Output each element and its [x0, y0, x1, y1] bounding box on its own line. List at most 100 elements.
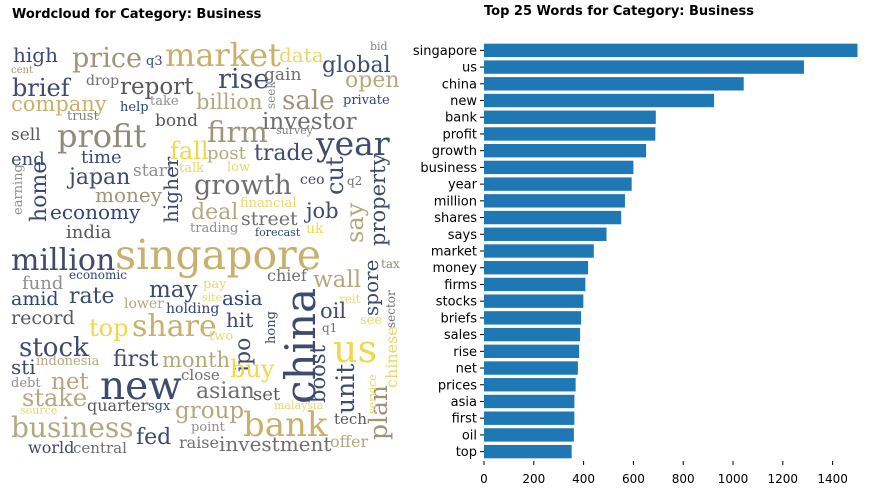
y-tick-label: year — [448, 178, 478, 193]
wordcloud-word: top — [89, 314, 128, 342]
wordcloud-word: lower — [124, 296, 164, 312]
wordcloud-word: wall — [313, 267, 361, 293]
wordcloud-word: drop — [86, 73, 119, 89]
wordcloud-word: oil — [320, 299, 346, 323]
y-tick-label: shares — [434, 211, 477, 226]
y-tick-label: net — [456, 362, 477, 377]
wordcloud-word: property — [366, 154, 390, 246]
wordcloud-word: raise — [179, 433, 219, 452]
wordcloud-word: growth — [194, 170, 292, 201]
wordcloud-word: economy — [50, 200, 141, 224]
wordcloud-word: boost — [306, 344, 330, 403]
wordcloud-word: malaysia — [274, 399, 323, 412]
wordcloud-word: point — [191, 420, 226, 435]
wordcloud-word: chinese — [382, 326, 401, 388]
y-tick-label: profit — [442, 127, 477, 142]
y-tick-label: first — [452, 412, 477, 427]
bar-says — [484, 227, 607, 241]
y-tick-label: singapore — [413, 44, 477, 59]
wordcloud-word: rate — [69, 284, 115, 309]
wordcloud-word: job — [303, 199, 339, 223]
bar-oil — [484, 428, 574, 442]
wordcloud-word: uk — [306, 221, 324, 237]
wordcloud-word: quarter — [87, 396, 149, 415]
wordcloud-word: singapore — [115, 231, 321, 279]
bar-prices — [484, 378, 576, 392]
wordcloud-word: private — [343, 93, 390, 108]
wordcloud-word: ceo — [300, 172, 325, 188]
wordcloud-word: source — [20, 404, 57, 417]
wordcloud-word: home — [27, 161, 52, 222]
wordcloud-word: plan — [364, 385, 393, 440]
y-tick-label: rise — [453, 345, 477, 360]
x-tick-label: 200 — [522, 472, 545, 486]
wordcloud-word: trust — [67, 109, 99, 124]
bar-business — [484, 160, 634, 175]
y-tick-label: china — [442, 77, 477, 92]
wordcloud-word: two — [209, 329, 233, 344]
y-tick-label: growth — [432, 144, 477, 159]
wordcloud-word: world — [28, 438, 74, 457]
y-tick-label: market — [431, 245, 477, 260]
wordcloud-word: low — [227, 160, 250, 175]
bar-china — [484, 77, 744, 91]
y-tick-label: oil — [462, 428, 477, 443]
x-tick-label: 1200 — [768, 472, 799, 486]
wordcloud-word: sector — [384, 290, 398, 328]
wordcloud-word: japan — [66, 165, 130, 190]
wordcloud-word: amid — [11, 288, 59, 310]
wordcloud-word: sti — [11, 355, 36, 379]
wordcloud-word: bid — [370, 40, 388, 53]
wordcloud-word: us — [333, 327, 377, 371]
wordcloud-word: asia — [222, 286, 263, 310]
bar-us — [484, 60, 804, 74]
wordcloud-word: economic — [69, 268, 127, 282]
wordcloud-word: investor — [262, 109, 357, 135]
wordcloud-word: fund — [22, 273, 63, 294]
wordcloud-word: asian — [196, 379, 255, 404]
wordcloud-word: company — [11, 92, 107, 116]
bar-net — [484, 361, 578, 375]
wordcloud-word: post — [207, 143, 247, 164]
bar-first — [484, 411, 575, 425]
bar-firms — [484, 277, 586, 292]
wordcloud-word: holding — [166, 301, 219, 317]
wordcloud-word: say — [341, 202, 369, 243]
bar-new — [484, 93, 715, 108]
wordcloud-word: investment — [219, 432, 331, 456]
wordcloud-word: share — [132, 309, 217, 344]
wordcloud-word: q2 — [347, 174, 362, 188]
wordcloud-word: buy — [230, 355, 275, 383]
y-tick-label: briefs — [440, 311, 477, 326]
wordcloud-word: spore — [359, 259, 383, 316]
wordcloud-word: street — [241, 208, 298, 230]
wordcloud-word: take — [150, 94, 179, 109]
wordcloud-word: fed — [136, 425, 171, 450]
y-tick-label: prices — [438, 378, 477, 393]
wordcloud-word: survey — [276, 124, 314, 137]
wordcloud-word: hit — [226, 308, 253, 332]
bar-stocks — [484, 294, 584, 308]
wordcloud-word: central — [73, 439, 127, 457]
y-tick-label: new — [450, 94, 477, 109]
wordcloud-word: first — [113, 347, 158, 372]
wordcloud-word: market — [165, 36, 281, 74]
wordcloud-word: site — [202, 291, 222, 304]
y-tick-label: stocks — [436, 295, 477, 310]
bar-bank — [484, 110, 656, 124]
bar-market — [484, 244, 594, 258]
wordcloud-word: data — [279, 43, 324, 67]
y-tick-label: top — [456, 445, 477, 460]
wordcloud-word: high — [13, 43, 58, 67]
y-tick-label: us — [462, 61, 477, 76]
wordcloud-word: higher — [159, 156, 183, 223]
bar-sales — [484, 327, 581, 342]
wordcloud-word: year — [315, 124, 390, 163]
wordcloud-word: open — [345, 68, 400, 93]
wordcloud-word: business — [11, 411, 134, 444]
y-tick-label: says — [448, 228, 477, 243]
wordcloud-word: firm — [207, 115, 268, 149]
y-tick-label: bank — [445, 111, 477, 126]
